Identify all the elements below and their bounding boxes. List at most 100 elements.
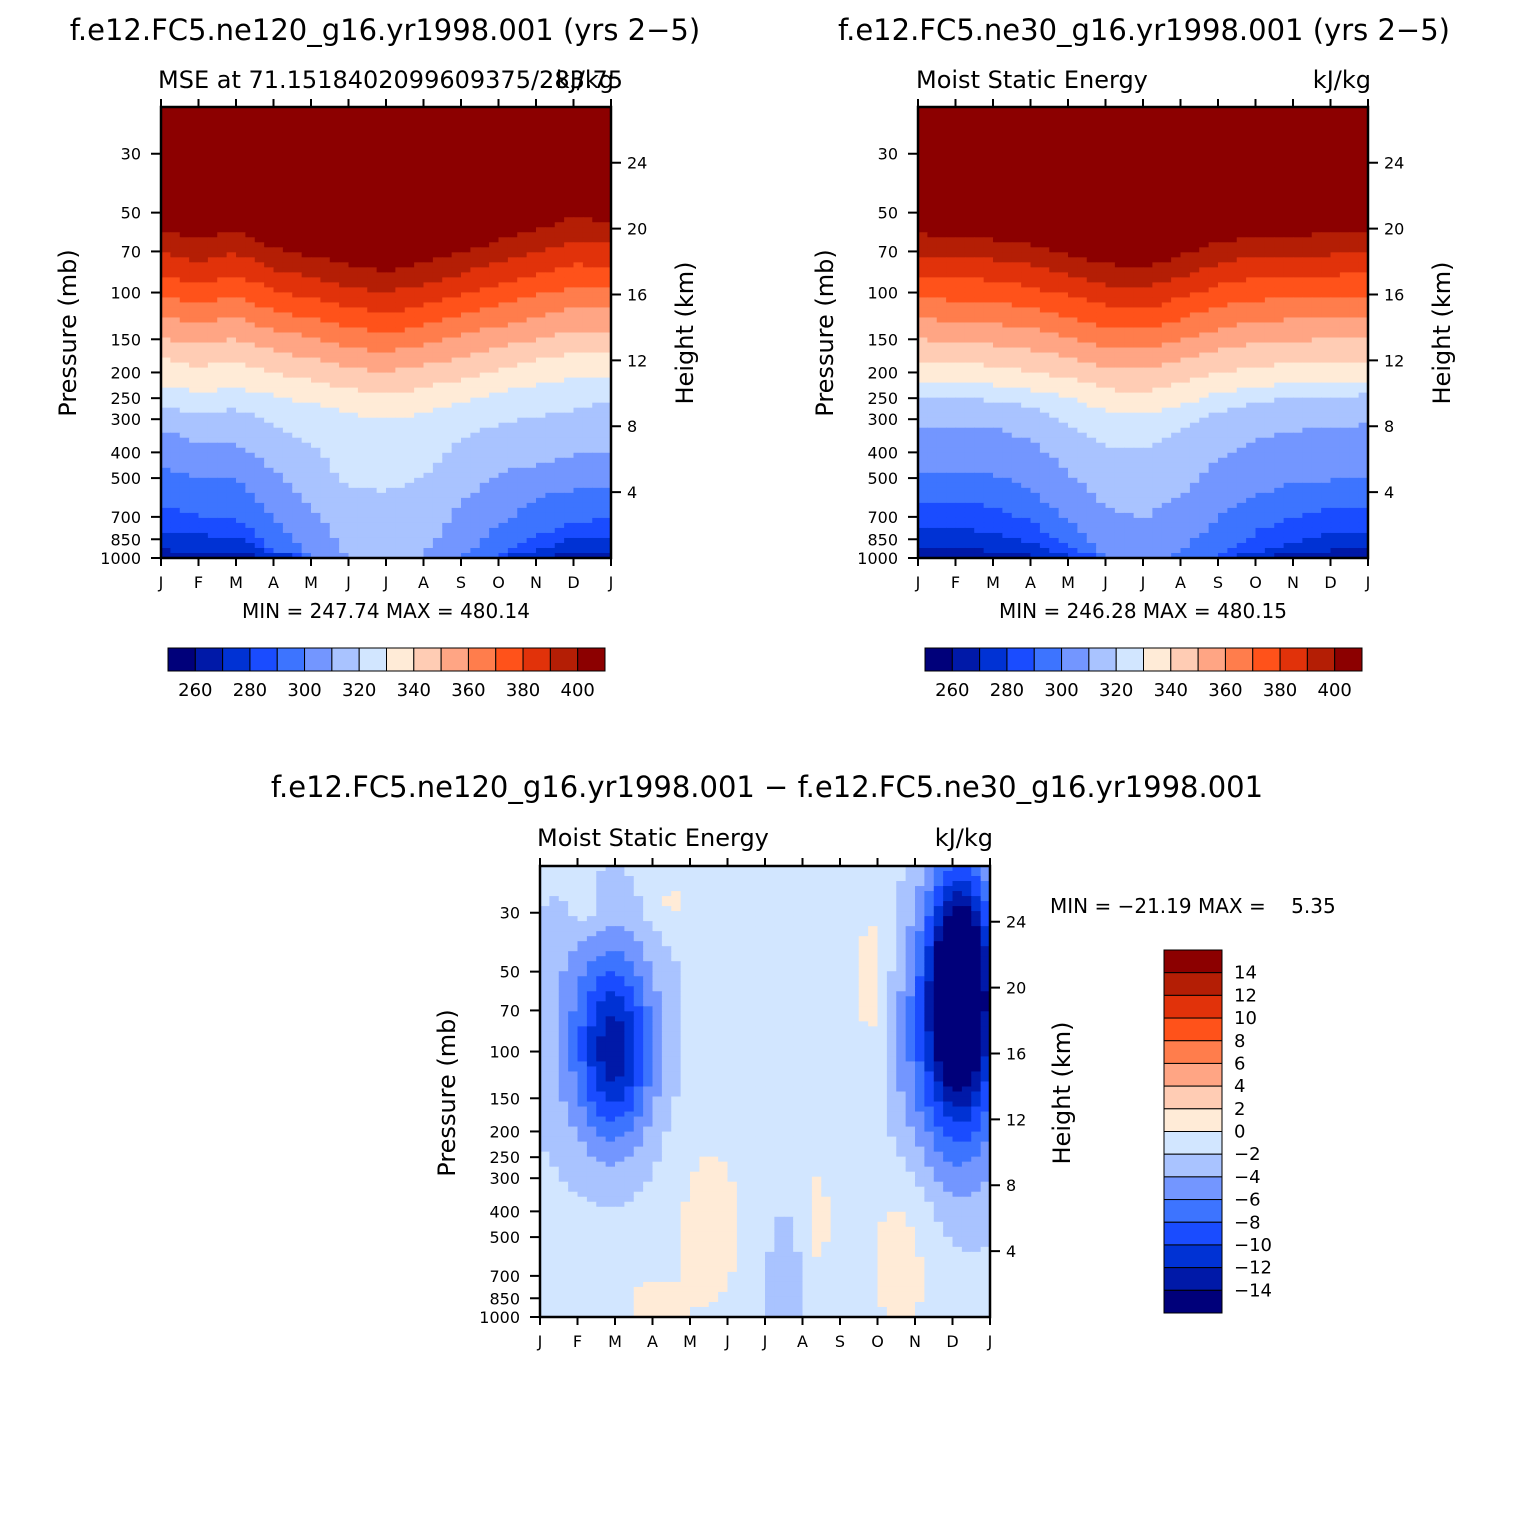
panel-2-cell (1124, 162, 1134, 168)
panel-1-cell (480, 227, 490, 233)
panel-1-cell (574, 468, 584, 474)
panel-1-cell (499, 187, 509, 193)
panel-2-cell (1106, 112, 1116, 118)
panel-1-cell (320, 327, 330, 333)
panel-2-cell (1190, 132, 1200, 138)
panel-1-cell (311, 207, 321, 213)
panel-1-cell (217, 192, 227, 198)
panel-1-cell (574, 197, 584, 203)
panel-1-cell (499, 428, 509, 434)
panel-1-cell (592, 498, 602, 504)
panel-1-cell (180, 503, 190, 509)
panel-1-cell (367, 112, 377, 118)
panel-1-cell (274, 548, 284, 554)
panel-1-cell (574, 267, 584, 273)
panel-1-cell (227, 343, 237, 349)
panel-1-cell (292, 297, 302, 303)
panel-1-cell (517, 177, 527, 183)
panel-1-cell (199, 217, 209, 223)
panel-2-cell (1171, 162, 1181, 168)
panel-1-cell (395, 498, 405, 504)
panel-1-cell (320, 453, 330, 459)
panel-1-cell (274, 428, 284, 434)
panel-1-cell (161, 152, 171, 158)
panel-1-cell (208, 403, 218, 409)
panel-2-cell (1115, 122, 1125, 128)
panel-1-cell (274, 398, 284, 404)
panel-1-cell (217, 393, 227, 399)
panel-1-cell (302, 237, 312, 243)
panel-1-cell (414, 297, 424, 303)
panel-2-cell (1331, 117, 1341, 123)
panel-1-cell (470, 543, 480, 549)
panel-1-cell (395, 307, 405, 313)
panel-1-cell (349, 468, 359, 474)
panel-1-cell (180, 227, 190, 233)
panel-1-cell (311, 438, 321, 444)
panel-1-cell (555, 428, 565, 434)
panel-1-cell (170, 147, 180, 153)
panel-1-cell (199, 413, 209, 419)
panel-1-cell (574, 398, 584, 404)
panel-1-cell (264, 543, 274, 549)
panel-1-cell (292, 428, 302, 434)
panel-1-cell (508, 403, 518, 409)
panel-1-cell (199, 453, 209, 459)
panel-1-cell (564, 513, 574, 519)
panel-1-cell (442, 448, 452, 454)
panel-1-cell (564, 157, 574, 163)
panel-1-cell (208, 242, 218, 248)
panel-1-cell (199, 127, 209, 133)
panel-1-cell (199, 438, 209, 444)
panel-1-cell (574, 182, 584, 188)
panel-1-cell (161, 127, 171, 133)
panel-1-cell (199, 468, 209, 474)
panel-1-cell (199, 297, 209, 303)
panel-1-cell (527, 207, 537, 213)
panel-1-cell (527, 182, 537, 188)
panel-1-cell (499, 358, 509, 364)
panel-1-cell (508, 443, 518, 449)
panel-2-cell (918, 122, 928, 128)
panel-1-cell (320, 538, 330, 544)
panel-2-cell (984, 137, 994, 143)
panel-1-cell (386, 408, 396, 414)
panel-2-cell (1106, 162, 1116, 168)
panel-1-cell (414, 413, 424, 419)
y2-tick-label: 12 (627, 351, 647, 370)
panel-1-cell (161, 132, 171, 138)
panel-1-cell (349, 378, 359, 384)
panel-2-cell (937, 162, 947, 168)
panel-1-cell (236, 177, 246, 183)
panel-1-cell (208, 252, 218, 258)
panel-1-cell (180, 438, 190, 444)
panel-1-cell (358, 388, 368, 394)
panel-1-cell (433, 327, 443, 333)
panel-1-cell (236, 418, 246, 424)
panel-1-cell (517, 523, 527, 529)
panel-1-cell (405, 513, 415, 519)
panel-1-cell (555, 157, 565, 163)
panel-2-cell (1002, 147, 1012, 153)
panel-1-cell (395, 192, 405, 198)
panel-1-cell (358, 533, 368, 539)
panel-1-cell (311, 508, 321, 514)
panel-1-cell (480, 132, 490, 138)
panel-1-cell (499, 177, 509, 183)
panel-1-cell (330, 207, 340, 213)
panel-1-cell (330, 373, 340, 379)
panel-1-cell (349, 393, 359, 399)
panel-1-cell (199, 312, 209, 318)
panel-2-cell (1012, 117, 1022, 123)
panel-1-cell (367, 433, 377, 439)
panel-1-cell (424, 338, 434, 344)
panel-1-cell (480, 137, 490, 143)
panel-1-cell (592, 272, 602, 278)
panel-1-cell (283, 232, 293, 238)
panel-1-cell (236, 147, 246, 153)
panel-1-cell (199, 152, 209, 158)
panel-1-cell (433, 468, 443, 474)
panel-1-cell (414, 147, 424, 153)
panel-1-cell (199, 267, 209, 273)
panel-1-cell (555, 448, 565, 454)
